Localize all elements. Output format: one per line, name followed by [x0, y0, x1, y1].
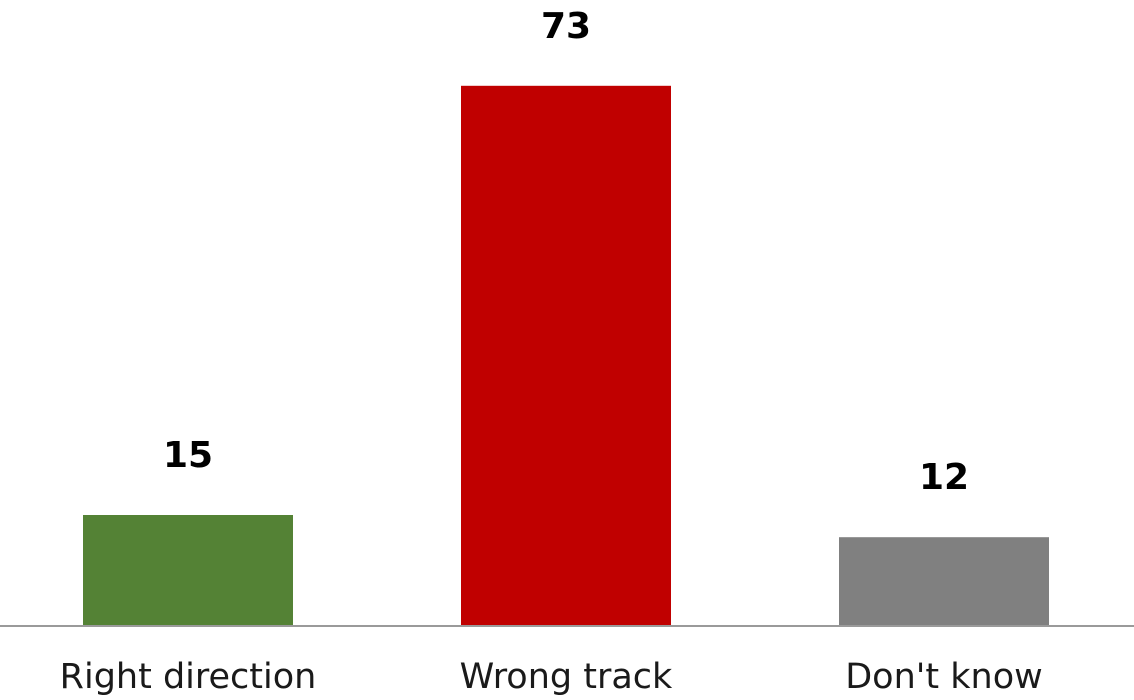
value-label-right-direction: 15	[163, 435, 213, 476]
category-labels-group: Right direction Wrong track Don't know	[60, 657, 1043, 697]
bar-right-direction	[83, 515, 293, 626]
category-label-wrong-track: Wrong track	[460, 657, 673, 697]
bar-wrong-track	[461, 85, 671, 627]
bars-group	[83, 85, 1049, 627]
category-label-right-direction: Right direction	[60, 657, 317, 697]
value-labels-group: 15 73 12	[163, 6, 969, 498]
bar-don-t-know	[839, 537, 1049, 626]
value-label-wrong-track: 73	[541, 6, 591, 47]
value-label-don-t-know: 12	[919, 457, 969, 498]
category-label-don-t-know: Don't know	[845, 657, 1043, 697]
